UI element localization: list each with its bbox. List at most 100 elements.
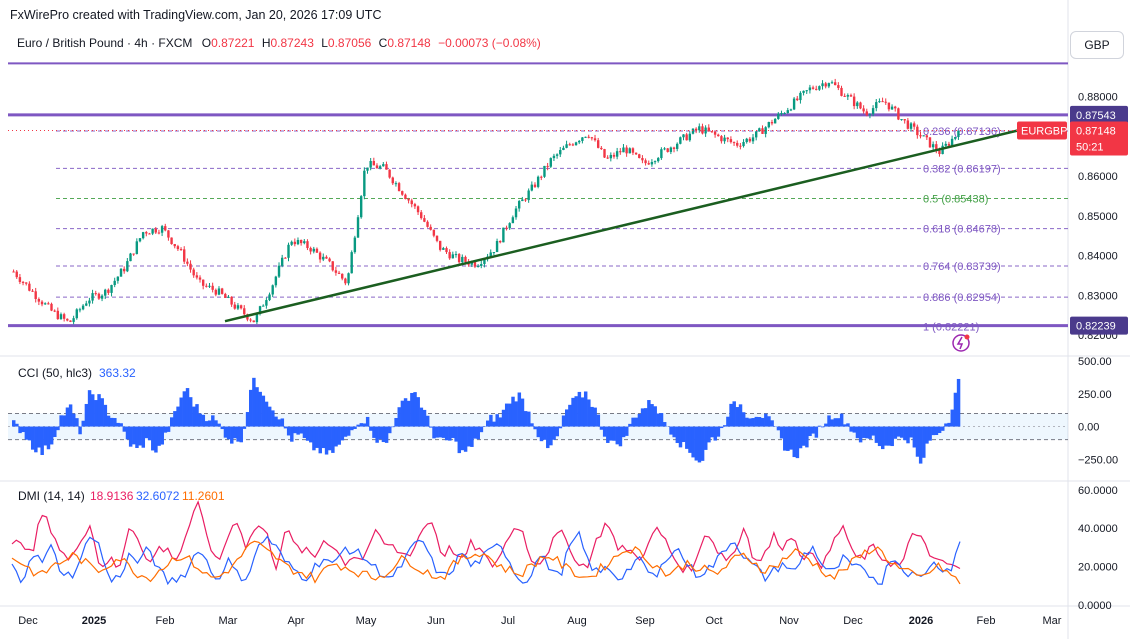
cci-tick-label: 500.00 [1078, 356, 1112, 368]
candle-body [517, 201, 521, 209]
cci-bar [644, 408, 648, 427]
candle-body [129, 253, 132, 262]
time-tick-label: 2026 [909, 615, 933, 627]
candle-body [773, 118, 777, 124]
candle-body [786, 110, 789, 114]
candle-body [944, 143, 947, 146]
candle-body [875, 102, 878, 109]
cci-bar [359, 423, 364, 427]
candle-body [366, 167, 369, 171]
cci-bar [87, 390, 92, 427]
candle-body [75, 309, 78, 319]
cci-bar [403, 398, 408, 427]
cci-bar [723, 425, 727, 427]
candle-body [132, 253, 135, 255]
candle-body [742, 142, 745, 147]
candle-body [729, 139, 733, 143]
cci-bar [84, 403, 89, 427]
cci-bar [498, 417, 503, 427]
cci-bar [628, 423, 632, 427]
time-tick-label: Dec [843, 615, 863, 627]
last-price-badge [1070, 121, 1128, 156]
cci-bar [100, 398, 104, 427]
cci-bar [214, 420, 218, 427]
candle-body [249, 319, 252, 321]
cci-bar [391, 426, 395, 428]
cci-bar [460, 426, 465, 451]
candle-body [941, 145, 944, 155]
time-tick-label: Mar [219, 615, 238, 627]
dmi-tick-label: 60.0000 [1078, 485, 1118, 497]
cci-bar [846, 423, 850, 427]
candle-body [476, 265, 480, 267]
currency-button[interactable]: GBP [1070, 31, 1124, 59]
cci-bar [678, 426, 683, 448]
candle-body [603, 149, 606, 158]
candle-body [533, 184, 537, 187]
cci-bar [849, 426, 853, 432]
candle-body [644, 160, 647, 164]
cci-bar [267, 406, 272, 427]
candle-body [454, 254, 458, 256]
cci-bar [754, 416, 759, 427]
cci-bar [580, 397, 585, 427]
cci-bar [685, 426, 689, 449]
cci-bar [226, 426, 231, 440]
cci-bar [135, 426, 139, 448]
dmi-legend-value: 18.9136 [90, 489, 134, 503]
time-tick-label: Jul [501, 615, 515, 627]
cci-bar [34, 426, 38, 453]
candle-body [280, 257, 284, 266]
candle-body [606, 157, 609, 159]
candle-body [293, 241, 297, 245]
cci-bar [843, 424, 847, 427]
cci-bar [444, 426, 449, 441]
candle-body [754, 131, 758, 138]
candle-body [350, 252, 353, 274]
candle-body [511, 217, 515, 224]
cci-bar [195, 404, 199, 427]
candle-body [922, 135, 925, 137]
candle-body [669, 147, 673, 152]
symbol-legend[interactable]: Euro / British Pound · 4h · FXCM O0.8722… [17, 36, 541, 50]
cci-bar [615, 426, 620, 445]
candle-body [170, 237, 173, 245]
cci-bar [884, 426, 888, 446]
cci-bar [931, 426, 936, 436]
candle-body [397, 183, 401, 192]
candle-body [612, 154, 616, 157]
cci-bar [467, 426, 471, 447]
cci-bar [302, 426, 307, 438]
candle-body [540, 176, 543, 178]
cci-bar [416, 397, 420, 427]
candle-body [369, 161, 372, 168]
cci-bar [318, 426, 322, 454]
cci-bar [350, 426, 354, 431]
candle-body [906, 120, 910, 129]
candle-body [341, 273, 344, 279]
cci-bar [947, 422, 951, 427]
candle-body [950, 138, 954, 146]
candle-body [167, 230, 170, 238]
candle-body [413, 204, 417, 207]
cci-bar [441, 426, 446, 438]
candle-body [375, 165, 379, 169]
candle-body [233, 304, 236, 309]
candle-body [897, 108, 900, 120]
candle-body [31, 290, 34, 292]
candle-body [647, 163, 650, 165]
candle-body [796, 98, 799, 101]
candle-body [214, 289, 218, 295]
change-value: −0.00073 (−0.08%) [438, 36, 541, 50]
cci-bar [862, 426, 866, 438]
candle-body [527, 190, 530, 201]
candle-body [179, 249, 183, 251]
candle-body [15, 271, 18, 278]
candle-body [37, 299, 41, 302]
cci-bar [422, 409, 427, 427]
candle-body [508, 223, 511, 229]
candles-group [12, 78, 960, 325]
candle-body [97, 293, 101, 299]
cci-bar [369, 426, 373, 431]
